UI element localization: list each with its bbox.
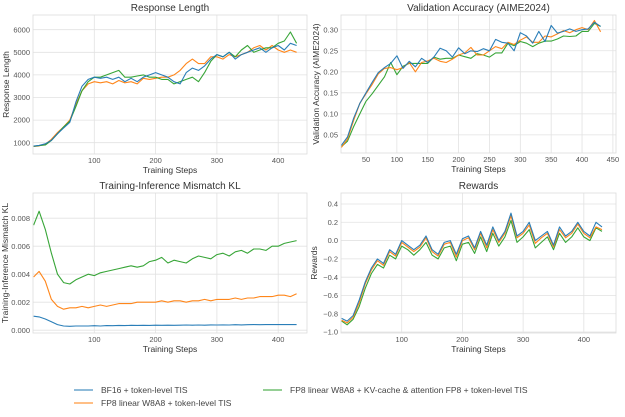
x-tick-label: 300 (211, 156, 224, 165)
x-tick-label: 300 (517, 335, 530, 344)
x-tick-label: 300 (514, 155, 527, 164)
x-tick-label: 450 (607, 155, 620, 164)
legend-label: BF16 + token-level TIS (101, 385, 188, 395)
x-tick-label: 400 (576, 155, 589, 164)
y-axis-label: Rewards (309, 246, 319, 280)
axes-frame (340, 14, 617, 154)
y-tick-label: 3000 (13, 93, 30, 102)
y-axis-label: Validation Accuracy (AIME2024) (311, 23, 321, 144)
x-tick-label: 400 (272, 335, 285, 344)
chart-title: Response Length (131, 3, 209, 14)
x-tick-label: 300 (211, 335, 224, 344)
plot-area (33, 15, 307, 154)
legend-item-fp8-kv: FP8 linear W8A8 + KV-cache & attention F… (263, 385, 528, 395)
legend-item-fp8: FP8 linear W8A8 + token-level TIS (74, 398, 231, 408)
y-tick-label: 0.004 (11, 270, 30, 279)
series-line-1 (341, 219, 603, 326)
x-tick-label: 200 (452, 155, 465, 164)
y-tick-label: 0.008 (11, 214, 30, 223)
subplot-1: 100 200 300 400 1000 2000 3000 4000 5000 6000 Resp… (1, 3, 308, 175)
x-tick-label: 250 (483, 155, 496, 164)
y-tick-label: 5000 (13, 48, 30, 57)
plot-area (341, 15, 616, 153)
y-tick-label: 0.2 (328, 218, 338, 227)
plot-area (341, 193, 616, 333)
x-tick-label: 400 (578, 335, 591, 344)
y-tick-label: 0.000 (11, 326, 30, 335)
subplot-2: 50 100 150 200 250 300 350 400 450 0.05 0.10 0.15 0.… (311, 3, 619, 174)
series-line-1 (33, 315, 297, 327)
series-line-3 (33, 42, 297, 147)
x-axis-label: Training Steps (451, 164, 506, 174)
y-axis-label: Response Length (1, 51, 11, 118)
series-line-3 (340, 21, 601, 146)
x-axis-label: Training Steps (143, 344, 198, 354)
x-tick-label: 100 (88, 335, 101, 344)
y-tick-label: 6000 (13, 25, 30, 34)
y-tick-label: 0.30 (323, 25, 338, 34)
series-line-3 (33, 210, 297, 285)
series-line-2 (340, 19, 602, 148)
x-tick-label: 200 (149, 156, 162, 165)
y-tick-label: −0.2 (323, 254, 338, 263)
x-tick-label: 350 (545, 155, 558, 164)
y-tick-label: 0.20 (323, 67, 338, 76)
x-tick-label: 200 (149, 335, 162, 344)
plot-area (33, 193, 307, 333)
x-axis-label: Training Steps (143, 165, 198, 175)
axes-frame (32, 14, 308, 155)
chart-title: Rewards (459, 181, 498, 192)
series-line-1 (340, 22, 601, 148)
y-tick-label: 0.002 (11, 298, 30, 307)
y-tick-label: −0.4 (323, 273, 338, 282)
subplot-4: 100 200 300 400 −1.0 −0.8 −0.6 −0.4 −0.2 0.0 0.2 0.… (309, 181, 617, 354)
series-line-3 (341, 212, 603, 322)
x-axis-label: Training Steps (451, 344, 506, 354)
y-tick-label: 0.05 (323, 131, 338, 140)
legend-swatch (263, 389, 282, 391)
x-tick-label: 100 (88, 156, 101, 165)
y-tick-label: 0.006 (11, 242, 30, 251)
legend-label: FP8 linear W8A8 + KV-cache & attention F… (290, 385, 528, 395)
axes-frame (32, 192, 308, 334)
y-tick-label: 0.0 (328, 236, 338, 245)
series-line-2 (33, 31, 298, 147)
x-tick-label: 400 (272, 156, 285, 165)
y-tick-label: −1.0 (323, 328, 338, 337)
series-line-2 (33, 270, 297, 310)
axes-frame (340, 192, 617, 334)
y-tick-label: −0.8 (323, 309, 338, 318)
x-tick-label: 100 (391, 155, 404, 164)
series-line-2 (341, 215, 603, 324)
x-tick-label: 100 (395, 335, 408, 344)
series-line-1 (33, 44, 297, 148)
legend-item-bf16: BF16 + token-level TIS (74, 385, 188, 395)
y-tick-label: 2000 (13, 116, 30, 125)
legend-swatch (74, 402, 93, 404)
y-tick-label: 0.10 (323, 109, 338, 118)
chart-title: Validation Accuracy (AIME2024) (407, 3, 550, 14)
x-tick-label: 50 (362, 155, 370, 164)
y-tick-label: 0.4 (328, 200, 338, 209)
y-axis-label: Training-Inference Mismatch KL (0, 203, 10, 323)
legend-label: FP8 linear W8A8 + token-level TIS (101, 398, 232, 408)
y-tick-label: 0.25 (323, 46, 338, 55)
y-tick-label: −0.6 (323, 291, 338, 300)
legend-swatch (74, 389, 93, 391)
y-tick-label: 1000 (13, 138, 30, 147)
chart-title: Training-Inference Mismatch KL (99, 181, 241, 192)
y-tick-label: 0.15 (323, 88, 338, 97)
x-tick-label: 150 (421, 155, 434, 164)
subplot-3: 100 200 300 4000.0000.0020.0040.0060.008Tra… (0, 181, 308, 354)
y-tick-label: 4000 (13, 70, 30, 79)
x-tick-label: 200 (456, 335, 469, 344)
